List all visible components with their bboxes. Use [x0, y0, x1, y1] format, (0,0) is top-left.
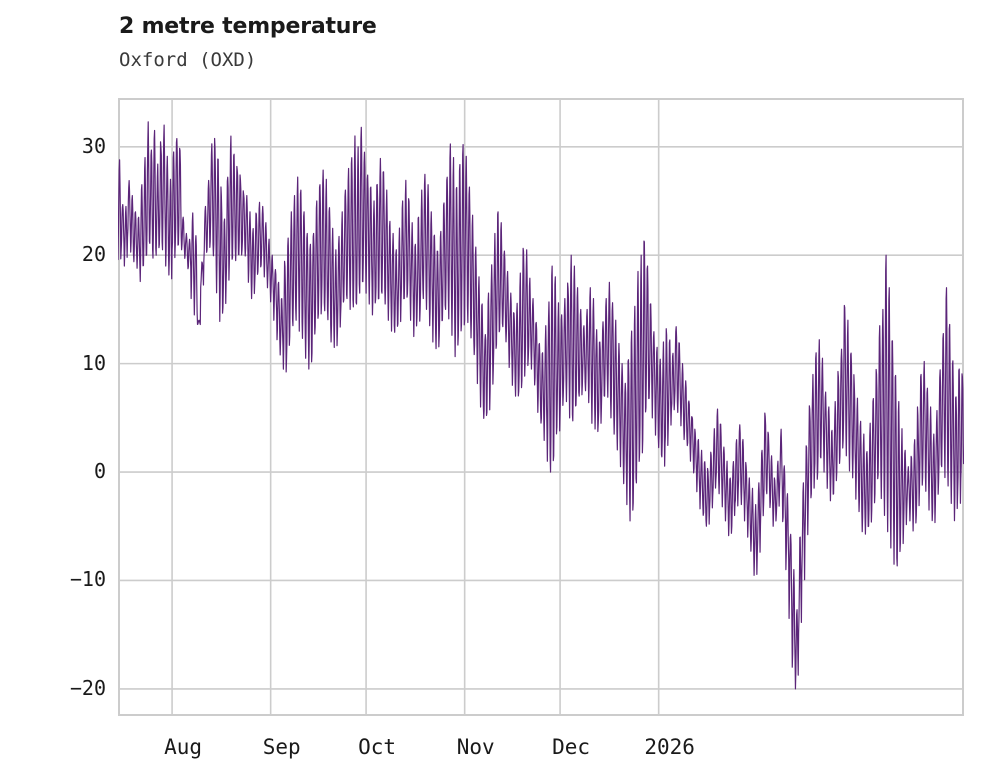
chart-title: 2 metre temperature [119, 14, 377, 39]
chart-subtitle: Oxford (OXD) [119, 49, 257, 71]
x-tick-label: Dec [552, 735, 591, 759]
y-tick-label: 10 [81, 350, 106, 375]
x-tick-label: Oct [358, 735, 397, 759]
y-tick-label: 20 [81, 242, 106, 267]
series-layer [118, 121, 964, 690]
y-tick-label: −20 [69, 675, 106, 700]
y-tick-label: −10 [69, 567, 106, 592]
x-tick-label: Aug [164, 735, 203, 759]
chart-plot-area [118, 98, 964, 716]
x-tick-label: Nov [456, 735, 495, 759]
y-tick-label: 30 [81, 133, 106, 158]
x-tick-label: 2026 [644, 735, 695, 759]
x-tick-label: Sep [262, 735, 301, 759]
y-tick-label: 0 [93, 459, 106, 484]
temperature-line [118, 121, 964, 690]
